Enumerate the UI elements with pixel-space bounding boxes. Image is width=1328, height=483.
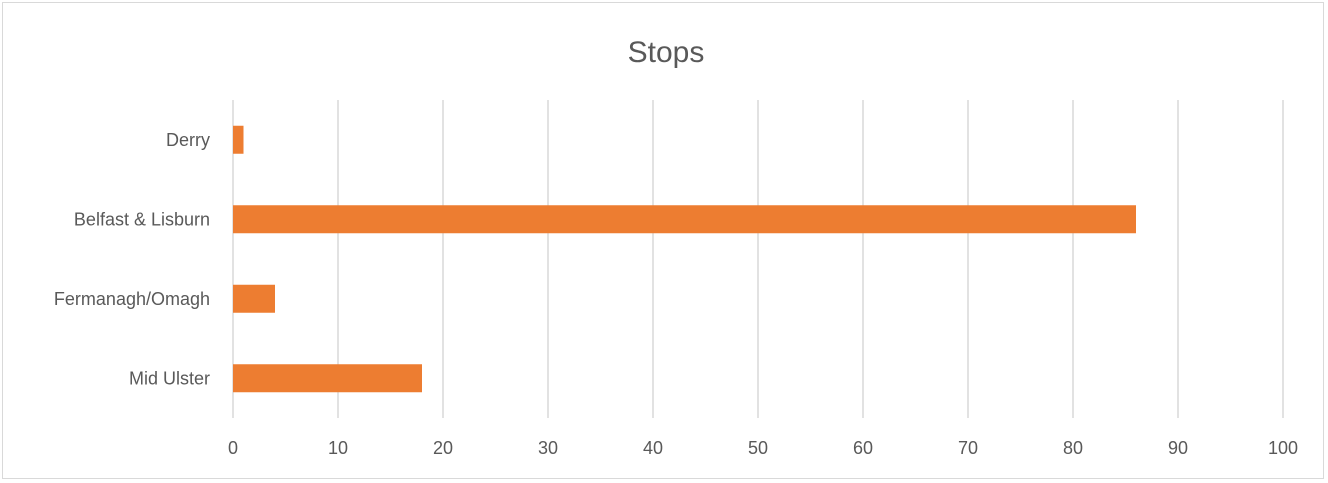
x-tick-label: 70 [958,438,978,458]
x-tick-label: 40 [643,438,663,458]
bar-derry [233,125,244,154]
x-tick-label: 0 [228,438,238,458]
x-tick-labels: 0 10 20 30 40 50 60 70 80 90 100 [228,438,1298,458]
x-tick-label: 30 [538,438,558,458]
category-label: Belfast & Lisburn [74,209,210,229]
x-tick-label: 50 [748,438,768,458]
bar-fermanagh-omagh [233,284,275,313]
x-tick-label: 10 [328,438,348,458]
x-tick-label: 20 [433,438,453,458]
x-tick-label: 80 [1063,438,1083,458]
bar-mid-ulster [233,364,422,393]
category-label: Derry [166,130,210,150]
bar-belfast-lisburn [233,205,1136,234]
x-tick-label: 100 [1268,438,1298,458]
x-tick-label: 60 [853,438,873,458]
category-label: Fermanagh/Omagh [54,289,210,309]
category-labels: Derry Belfast & Lisburn Fermanagh/Omagh Mid… [54,130,210,389]
x-tick-label: 90 [1168,438,1188,458]
chart-title: Stops [628,36,705,69]
bars [233,125,1136,393]
category-label: Mid Ulster [129,368,210,388]
